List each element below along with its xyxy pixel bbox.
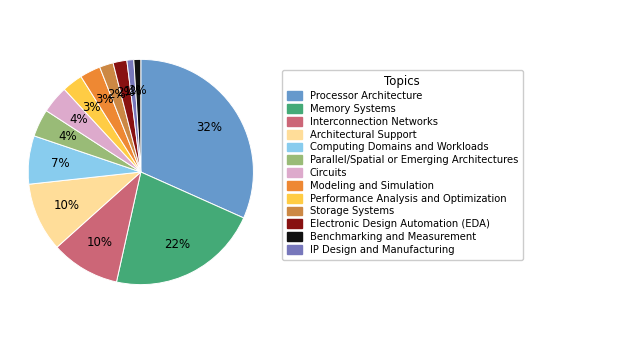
Wedge shape: [100, 63, 141, 172]
Text: 1%: 1%: [124, 85, 143, 98]
Wedge shape: [116, 172, 244, 284]
Text: 2%: 2%: [107, 88, 125, 101]
Text: 3%: 3%: [95, 93, 113, 106]
Text: 4%: 4%: [58, 130, 77, 143]
Wedge shape: [46, 89, 141, 172]
Wedge shape: [28, 136, 141, 184]
Wedge shape: [134, 60, 141, 172]
Legend: Processor Architecture, Memory Systems, Interconnection Networks, Architectural : Processor Architecture, Memory Systems, …: [282, 71, 523, 260]
Text: 32%: 32%: [196, 121, 222, 135]
Wedge shape: [29, 172, 141, 247]
Wedge shape: [57, 172, 141, 282]
Wedge shape: [127, 60, 141, 172]
Text: 3%: 3%: [83, 101, 100, 114]
Text: 2%: 2%: [116, 86, 135, 99]
Wedge shape: [141, 60, 253, 218]
Text: 10%: 10%: [54, 198, 80, 212]
Wedge shape: [81, 67, 141, 172]
Text: 10%: 10%: [87, 236, 113, 248]
Text: 4%: 4%: [70, 113, 88, 126]
Text: 7%: 7%: [51, 157, 70, 170]
Wedge shape: [64, 77, 141, 172]
Text: 1%: 1%: [129, 84, 148, 97]
Wedge shape: [113, 60, 141, 172]
Text: 22%: 22%: [164, 238, 190, 251]
Wedge shape: [34, 111, 141, 172]
